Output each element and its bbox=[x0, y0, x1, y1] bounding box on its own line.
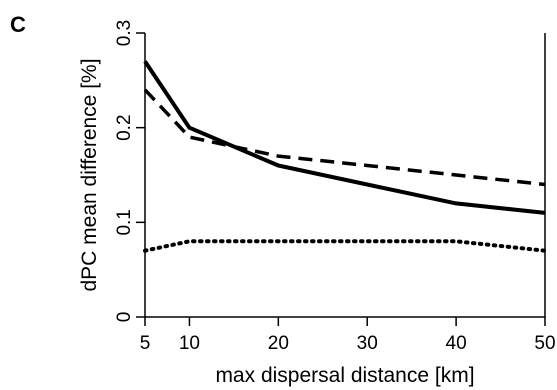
series-line-solid bbox=[143, 60, 546, 215]
series-line-dashed bbox=[143, 88, 546, 187]
y-tick-label: 0.2 bbox=[114, 114, 135, 140]
x-tick-label: 20 bbox=[268, 333, 289, 354]
panel-label: C bbox=[10, 12, 26, 37]
plot-area: 5 10 20 30 40 50 0 0.1 0.2 0.3 bbox=[114, 20, 556, 354]
x-tick-label: 5 bbox=[140, 333, 151, 354]
x-tick-label: 40 bbox=[446, 333, 467, 354]
plot-frame bbox=[144, 33, 546, 318]
y-axis-ticks: 0 0.1 0.2 0.3 bbox=[114, 20, 145, 323]
x-tick-label: 50 bbox=[534, 333, 555, 354]
x-tick-label: 10 bbox=[179, 333, 200, 354]
y-tick-label: 0.1 bbox=[114, 209, 135, 235]
y-tick-label: 0 bbox=[114, 312, 135, 323]
x-tick-label: 30 bbox=[357, 333, 378, 354]
y-tick-label: 0.3 bbox=[114, 20, 135, 46]
y-axis-label: dPC mean difference [%] bbox=[78, 58, 101, 291]
x-axis-ticks: 5 10 20 30 40 50 bbox=[140, 317, 556, 354]
x-axis-label: max dispersal distance [km] bbox=[215, 364, 474, 387]
series-group bbox=[143, 60, 547, 253]
series-line-dotted bbox=[143, 239, 547, 253]
